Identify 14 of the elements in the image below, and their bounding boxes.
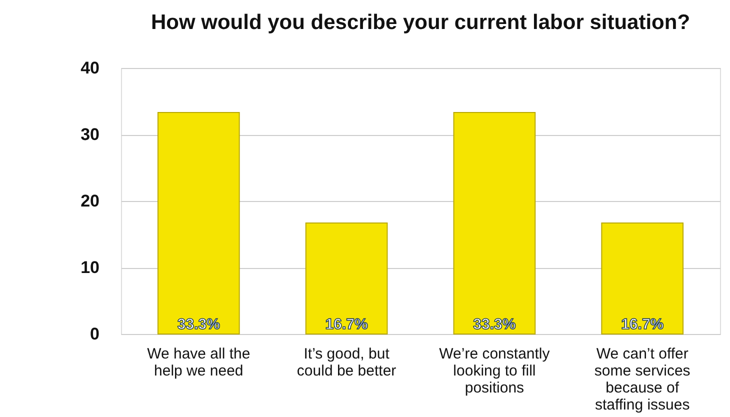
y-tick-label: 10 [80, 258, 100, 277]
x-tick-label: We can’t offer some services because of staffing issues [594, 346, 690, 414]
data-label: 33.3% [473, 316, 516, 333]
y-tick-label: 40 [80, 58, 100, 78]
x-tick-label: We have all the help we need [147, 346, 250, 380]
chart-title: How would you describe your current labor situation? [150, 11, 690, 34]
y-tick-label: 30 [80, 125, 100, 144]
x-tick-label: We’re constantly looking to fill positions [439, 346, 550, 396]
x-tick-label: It’s good, but could be better [296, 346, 396, 380]
data-label: 33.3% [177, 316, 220, 333]
data-label: 16.7% [621, 316, 664, 333]
y-tick-label: 20 [80, 192, 100, 210]
data-label: 16.7% [325, 316, 368, 333]
y-tick-label: 0 [90, 324, 100, 344]
